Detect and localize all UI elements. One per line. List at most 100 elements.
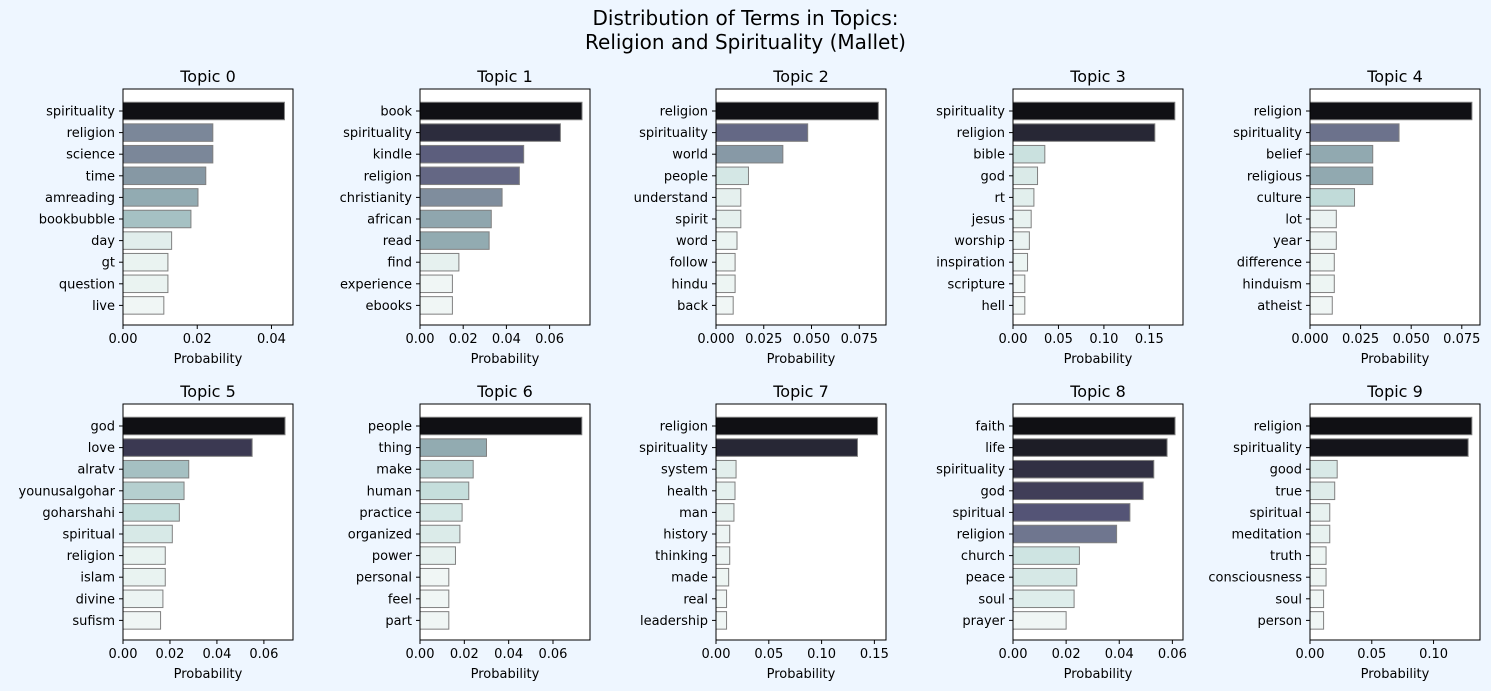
category-label: word [676,234,708,249]
category-label: african [367,213,412,228]
x-tick-label: 0.00 [109,647,138,662]
bar-religion [715,101,879,121]
bar-belief [1309,144,1374,164]
x-tick-label: 0.025 [1342,332,1379,347]
topic-title: Topic 8 [1069,382,1126,401]
axes-frame [122,403,294,641]
x-axis-label: Probability [767,352,836,367]
bar-spirit [715,209,742,229]
bar-science [122,144,214,164]
x-tick-label: 0.00 [999,647,1028,662]
bar-live [122,296,165,315]
x-tick-label: 0.05 [754,647,783,662]
category-label: islam [80,571,115,586]
category-label: bookbubble [39,213,115,228]
bar-religion [419,166,520,186]
bar-spiritual [122,524,173,544]
x-tick-label: 0.06 [249,647,278,662]
category-label: find [387,256,412,271]
category-label: live [92,299,115,314]
category-label: religion [1254,420,1302,435]
category-label: god [981,169,1005,184]
category-label: practice [359,506,412,521]
category-label: people [368,420,412,435]
category-label: peace [966,571,1005,586]
category-label: prayer [962,614,1005,629]
category-label: religion [957,528,1005,543]
x-tick-label: 0.06 [539,647,568,662]
x-tick-label: 0.00 [406,332,435,347]
x-tick-label: 0.000 [697,332,734,347]
category-label: religion [660,105,708,120]
topic-title: Topic 5 [179,382,236,401]
bar-true [1309,481,1336,501]
x-axis-label: Probability [174,667,243,682]
axes-frame [1309,403,1481,641]
topic-title: Topic 6 [476,382,533,401]
bar-follow [715,252,736,272]
x-tick-label: 0.02 [449,332,478,347]
category-label: spirituality [46,105,115,120]
bar-person [1309,611,1325,630]
bar-peace [1012,567,1078,587]
bar-faith [1012,416,1176,436]
bar-soul [1012,589,1075,609]
topic-panel-8: faith life spirituality god spiritual religio… [936,382,1187,682]
topic-panel-9: religion spirituality good true spiritual med… [1208,382,1481,682]
bar-religion [1309,101,1473,121]
bar-spirituality [1012,459,1155,479]
category-label: make [376,463,412,478]
bar-feel [419,589,450,609]
bar-religion [122,546,166,565]
bar-real [715,589,728,609]
category-label: religion [67,549,115,564]
category-label: god [91,420,115,435]
category-label: experience [340,277,412,292]
category-label: younusalgohar [19,484,116,499]
category-label: hinduism [1242,277,1302,292]
category-label: hell [982,299,1005,314]
bar-good [1309,459,1338,479]
topic-title: Topic 1 [476,67,533,86]
x-tick-label: 0.04 [492,332,521,347]
bar-religion [1012,524,1118,544]
x-tick-label: 0.02 [1052,647,1081,662]
category-label: kindle [373,148,412,163]
bar-religious [1309,166,1374,186]
category-label: time [86,169,115,184]
category-label: science [66,148,115,163]
x-tick-label: 0.06 [535,332,564,347]
category-label: christianity [340,191,413,206]
category-label: spiritual [952,506,1005,521]
x-axis-label: Probability [1361,352,1430,367]
category-label: real [683,592,708,607]
bar-church [1012,546,1080,565]
category-label: back [677,299,708,314]
bar-ebooks [419,296,453,315]
category-label: soul [978,592,1005,607]
x-axis-label: Probability [471,667,540,682]
bar-scripture [1012,274,1026,294]
category-label: truth [1270,549,1302,564]
bar-love [122,438,253,457]
bar-spirituality [1309,438,1469,457]
topic-title: Topic 7 [772,382,829,401]
bar-jesus [1012,209,1032,229]
x-tick-label: 0.04 [1105,647,1134,662]
category-label: spiritual [62,528,115,543]
category-label: goharshahi [42,506,115,521]
bar-inspiration [1012,252,1029,272]
category-label: life [985,441,1005,456]
category-label: bible [973,148,1005,163]
category-label: personal [356,571,412,586]
category-label: feel [388,592,412,607]
topic-title: Topic 9 [1366,382,1423,401]
category-label: man [679,506,708,521]
bar-gt [122,252,169,272]
category-label: consciousness [1208,571,1302,586]
topic-panel-4: religion spirituality belief religious cultu… [1233,67,1481,367]
category-label: people [664,169,708,184]
category-label: belief [1266,148,1302,163]
category-label: scripture [947,277,1005,292]
category-label: made [671,571,708,586]
